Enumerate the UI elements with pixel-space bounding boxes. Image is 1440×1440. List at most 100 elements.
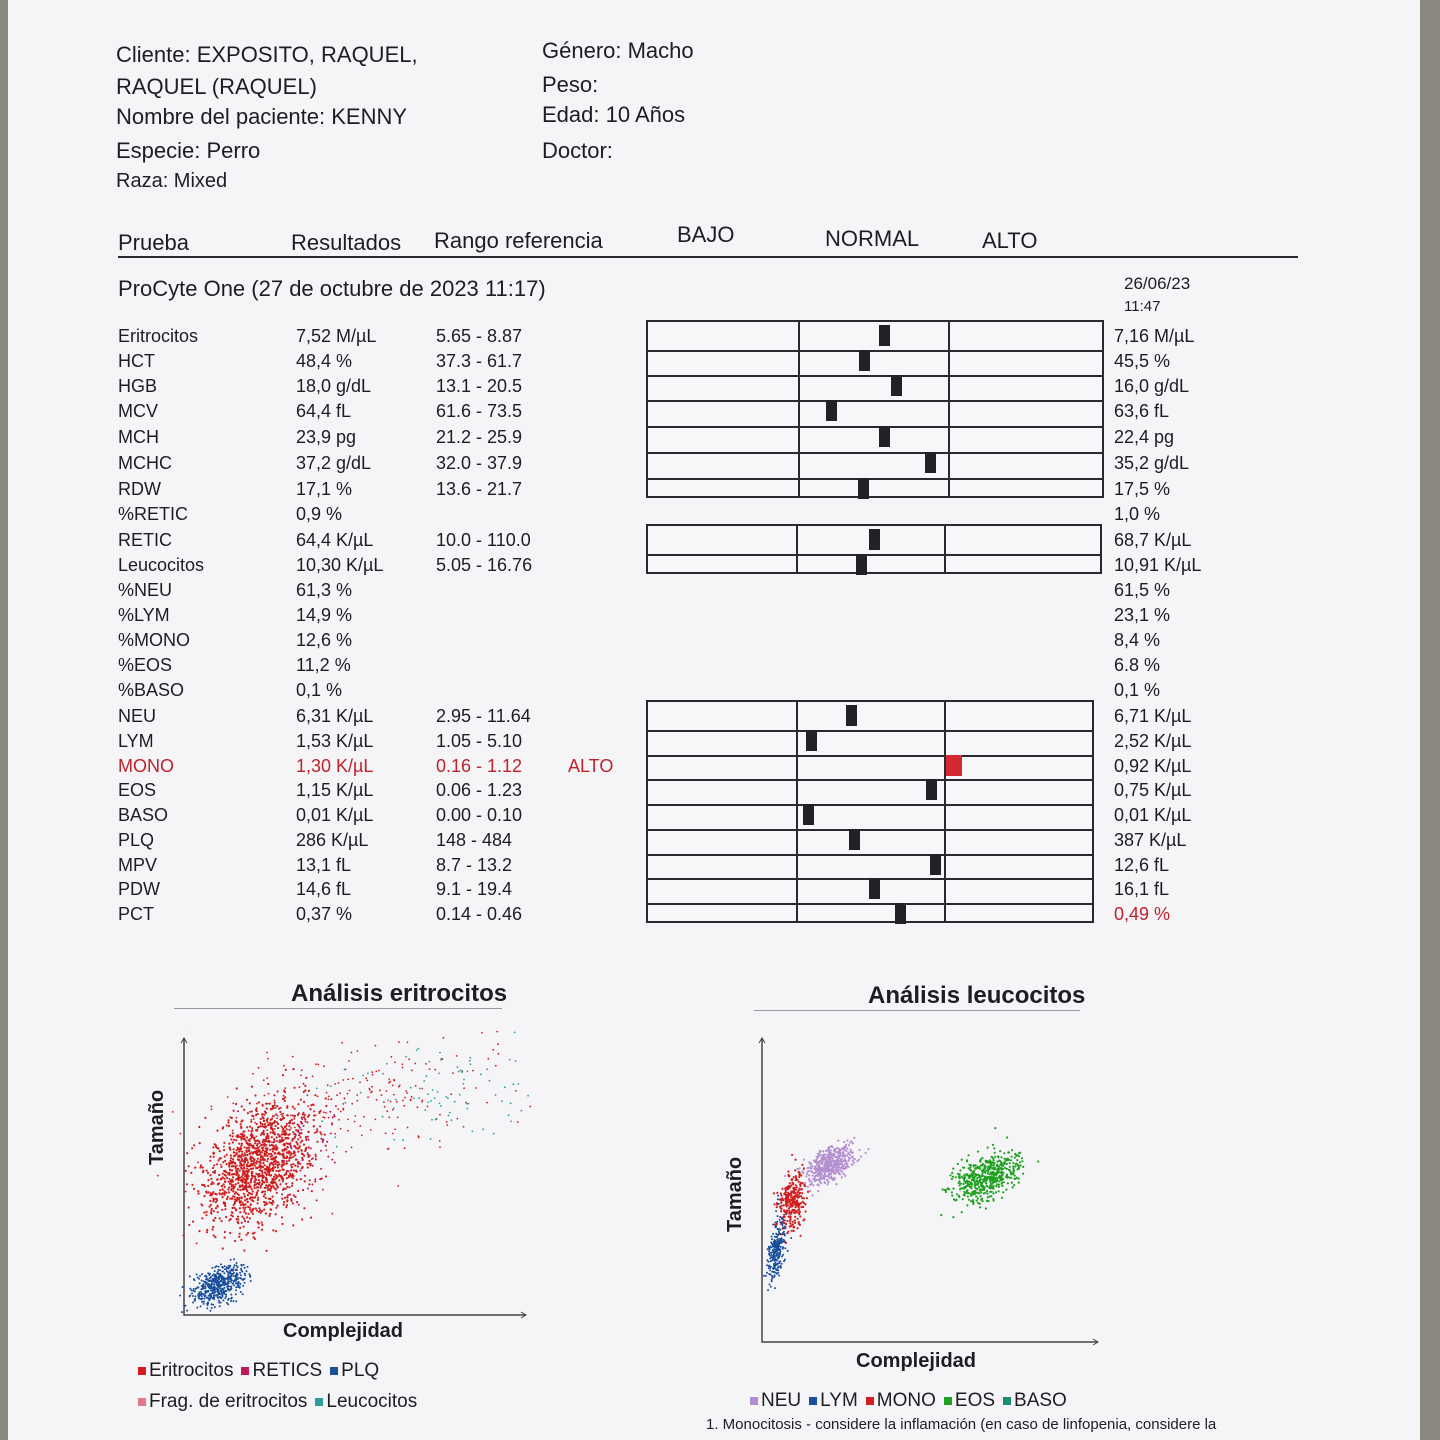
rbc-legend-row1: Eritrocitos RETICS PLQ bbox=[138, 1360, 387, 1382]
table-row: EOS 1,15 K/µL 0.06 - 1.23 0,75 K/µL bbox=[8, 780, 1420, 805]
result-value: 0,01 K/µL bbox=[296, 805, 374, 825]
legend-label: BASO bbox=[1014, 1390, 1067, 1411]
legend-label: EOS bbox=[954, 1390, 996, 1411]
legend-item: MONO bbox=[865, 1390, 936, 1411]
previous-result: 8,4 % bbox=[1114, 630, 1161, 650]
range-row-separator bbox=[648, 779, 1092, 781]
result-marker bbox=[878, 325, 890, 346]
rbc-plot-title: Análisis eritrocitos bbox=[291, 980, 508, 1007]
result-value: 64,4 fL bbox=[296, 401, 352, 421]
header-rule bbox=[118, 256, 1298, 258]
result-value: 1,15 K/µL bbox=[296, 780, 374, 800]
test-name: Eritrocitos bbox=[118, 326, 199, 346]
legend-item: EOS bbox=[943, 1390, 996, 1411]
table-row: Leucocitos 10,30 K/µL 5.05 - 16.76 10,91 K/… bbox=[8, 555, 1420, 580]
legend-item: Eritrocitos bbox=[138, 1360, 233, 1381]
range-bar-group bbox=[646, 320, 1104, 499]
reference-range: 5.05 - 16.76 bbox=[436, 555, 533, 575]
test-name: RDW bbox=[118, 479, 161, 499]
table-row: NEU 6,31 K/µL 2.95 - 11.64 6,71 K/µL bbox=[8, 706, 1420, 731]
result-marker bbox=[826, 400, 837, 421]
previous-result: 61,5 % bbox=[1114, 580, 1171, 600]
previous-result: 0,01 K/µL bbox=[1114, 805, 1192, 825]
legend-swatch-icon bbox=[943, 1396, 952, 1405]
col-results: Resultados bbox=[291, 230, 402, 255]
result-value: 18,0 g/dL bbox=[296, 376, 372, 396]
table-row: HCT 48,4 % 37.3 - 61.7 45,5 % bbox=[8, 351, 1420, 376]
lymphocyte-cluster bbox=[763, 1194, 793, 1292]
rbc-xlabel: Complejidad bbox=[283, 1320, 404, 1342]
previous-result: 0,49 % bbox=[1114, 904, 1171, 924]
reference-range: 61.6 - 73.5 bbox=[436, 401, 523, 421]
col-low: BAJO bbox=[677, 222, 735, 247]
range-divider bbox=[944, 702, 946, 921]
result-marker bbox=[869, 529, 881, 550]
test-name: NEU bbox=[118, 706, 157, 726]
result-marker bbox=[925, 452, 936, 473]
test-name: RETIC bbox=[118, 530, 172, 550]
range-divider bbox=[798, 322, 800, 496]
legend-label: MONO bbox=[876, 1390, 936, 1411]
test-name: Leucocitos bbox=[118, 555, 205, 575]
test-name: BASO bbox=[118, 805, 169, 825]
species: Especie: Perro bbox=[116, 138, 261, 163]
result-marker bbox=[805, 730, 817, 751]
table-row: %BASO 0,1 % 0,1 % bbox=[8, 680, 1420, 705]
wbc-ylabel: Tamaño bbox=[724, 1156, 746, 1232]
result-value: 37,2 g/dL bbox=[296, 453, 372, 473]
result-value: 0,9 % bbox=[296, 504, 343, 524]
legend-item: Leucocitos bbox=[315, 1391, 417, 1412]
table-row: PDW 14,6 fL 9.1 - 19.4 16,1 fL bbox=[8, 879, 1420, 904]
previous-result: 35,2 g/dL bbox=[1114, 453, 1190, 473]
previous-result: 2,52 K/µL bbox=[1114, 731, 1192, 751]
range-row-separator bbox=[648, 554, 1100, 556]
previous-result: 45,5 % bbox=[1114, 351, 1171, 371]
breed: Raza: Mixed bbox=[116, 170, 228, 192]
flag-label: ALTO bbox=[568, 756, 614, 776]
reference-range: 1.05 - 5.10 bbox=[436, 731, 523, 751]
table-row: RDW 17,1 % 13.6 - 21.7 17,5 % bbox=[8, 479, 1420, 504]
result-value: 12,6 % bbox=[296, 630, 353, 650]
legend-label: Eritrocitos bbox=[149, 1360, 234, 1381]
result-marker bbox=[890, 375, 902, 396]
reference-range: 8.7 - 13.2 bbox=[436, 855, 513, 875]
reference-range: 0.16 - 1.12 bbox=[436, 756, 523, 776]
test-name: MCHC bbox=[118, 453, 172, 473]
range-row-separator bbox=[648, 854, 1092, 856]
previous-result: 16,1 fL bbox=[1114, 879, 1170, 899]
legend-item: BASO bbox=[1003, 1390, 1067, 1411]
test-name: PLQ bbox=[118, 830, 155, 850]
table-row: PCT 0,37 % 0.14 - 0.46 0,49 % bbox=[8, 904, 1420, 929]
table-row: %MONO 12,6 % 8,4 % bbox=[8, 630, 1420, 655]
result-marker bbox=[845, 705, 857, 726]
result-marker bbox=[848, 829, 860, 850]
client-name-cont: RAQUEL (RAQUEL) bbox=[116, 74, 317, 99]
range-row-separator bbox=[648, 400, 1102, 402]
legend-label: NEU bbox=[761, 1390, 802, 1411]
table-row: PLQ 286 K/µL 148 - 484 387 K/µL bbox=[8, 830, 1420, 855]
test-name: HGB bbox=[118, 376, 158, 396]
previous-result: 6,71 K/µL bbox=[1114, 706, 1192, 726]
reference-range: 21.2 - 25.9 bbox=[436, 427, 523, 447]
table-row: BASO 0,01 K/µL 0.00 - 0.10 0,01 K/µL bbox=[8, 805, 1420, 830]
test-name: %NEU bbox=[118, 580, 173, 600]
reference-range: 0.00 - 0.10 bbox=[436, 805, 523, 825]
client-name: Cliente: EXPOSITO, RAQUEL, bbox=[116, 42, 418, 67]
neutrophil-cluster bbox=[784, 1136, 870, 1198]
session-title: ProCyte One (27 de octubre de 2023 11:17… bbox=[118, 276, 546, 301]
table-row: LYM 1,53 K/µL 1.05 - 5.10 2,52 K/µL bbox=[8, 731, 1420, 756]
range-row-separator bbox=[648, 829, 1092, 831]
previous-result: 63,6 fL bbox=[1114, 401, 1170, 421]
range-row-separator bbox=[648, 903, 1092, 905]
wbc-scatter-plot bbox=[758, 1037, 1099, 1346]
range-row-separator bbox=[648, 755, 1092, 757]
range-row-separator bbox=[648, 350, 1102, 352]
test-name: HCT bbox=[118, 351, 155, 371]
leukocyte-cluster bbox=[191, 1030, 529, 1148]
legend-swatch-icon bbox=[865, 1396, 874, 1405]
reference-range: 148 - 484 bbox=[436, 830, 513, 850]
legend-swatch-icon bbox=[138, 1366, 146, 1375]
prev-time: 11:47 bbox=[1124, 298, 1161, 315]
table-row: MCV 64,4 fL 61.6 - 73.5 63,6 fL bbox=[8, 401, 1420, 426]
patient-name: Nombre del paciente: KENNY bbox=[116, 104, 408, 129]
